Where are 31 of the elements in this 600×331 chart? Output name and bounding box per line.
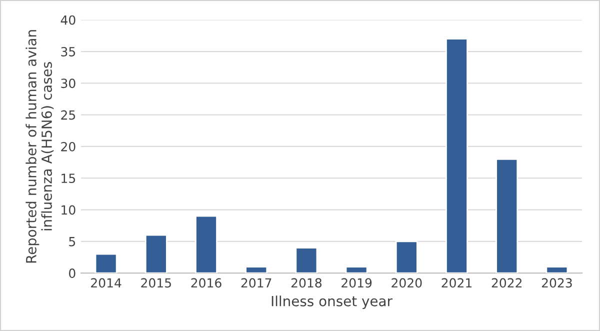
bar: [345, 266, 368, 274]
y-tick-label: 25: [61, 110, 76, 120]
y-tick-label: 0: [69, 268, 76, 278]
bar: [496, 158, 518, 274]
y-tick-label: 15: [62, 174, 76, 184]
bar: [195, 215, 218, 274]
bar: [546, 266, 568, 274]
x-tick-label: 2015: [141, 278, 171, 288]
bar: [395, 240, 418, 274]
x-axis-title: Illness onset year: [272, 296, 392, 310]
y-axis-title: Reported number of human avian influenza A(H5N6) cases: [26, 30, 54, 263]
x-tick-label: 2023: [542, 278, 572, 288]
y-tick-label: 35: [61, 46, 76, 56]
x-tick-label: 2020: [392, 278, 422, 288]
y-tick-label: 5: [69, 237, 76, 246]
bar: [245, 266, 268, 274]
y-tick-label: 10: [62, 205, 76, 215]
bar: [94, 253, 118, 274]
x-tick-label: 2016: [191, 278, 222, 288]
bar: [144, 234, 168, 274]
bar: [295, 247, 318, 274]
y-tick-label: 40: [60, 15, 76, 25]
x-tick-label: 2018: [291, 278, 322, 288]
bar: [446, 38, 468, 274]
y-tick-label: 30: [61, 78, 76, 88]
y-tick-label: 20: [61, 142, 76, 152]
x-tick-label: 2017: [241, 278, 272, 288]
x-tick-label: 2022: [492, 278, 522, 288]
x-tick-label: 2014: [91, 278, 122, 288]
x-tick-label: 2021: [442, 278, 472, 288]
x-tick-label: 2019: [342, 278, 372, 288]
